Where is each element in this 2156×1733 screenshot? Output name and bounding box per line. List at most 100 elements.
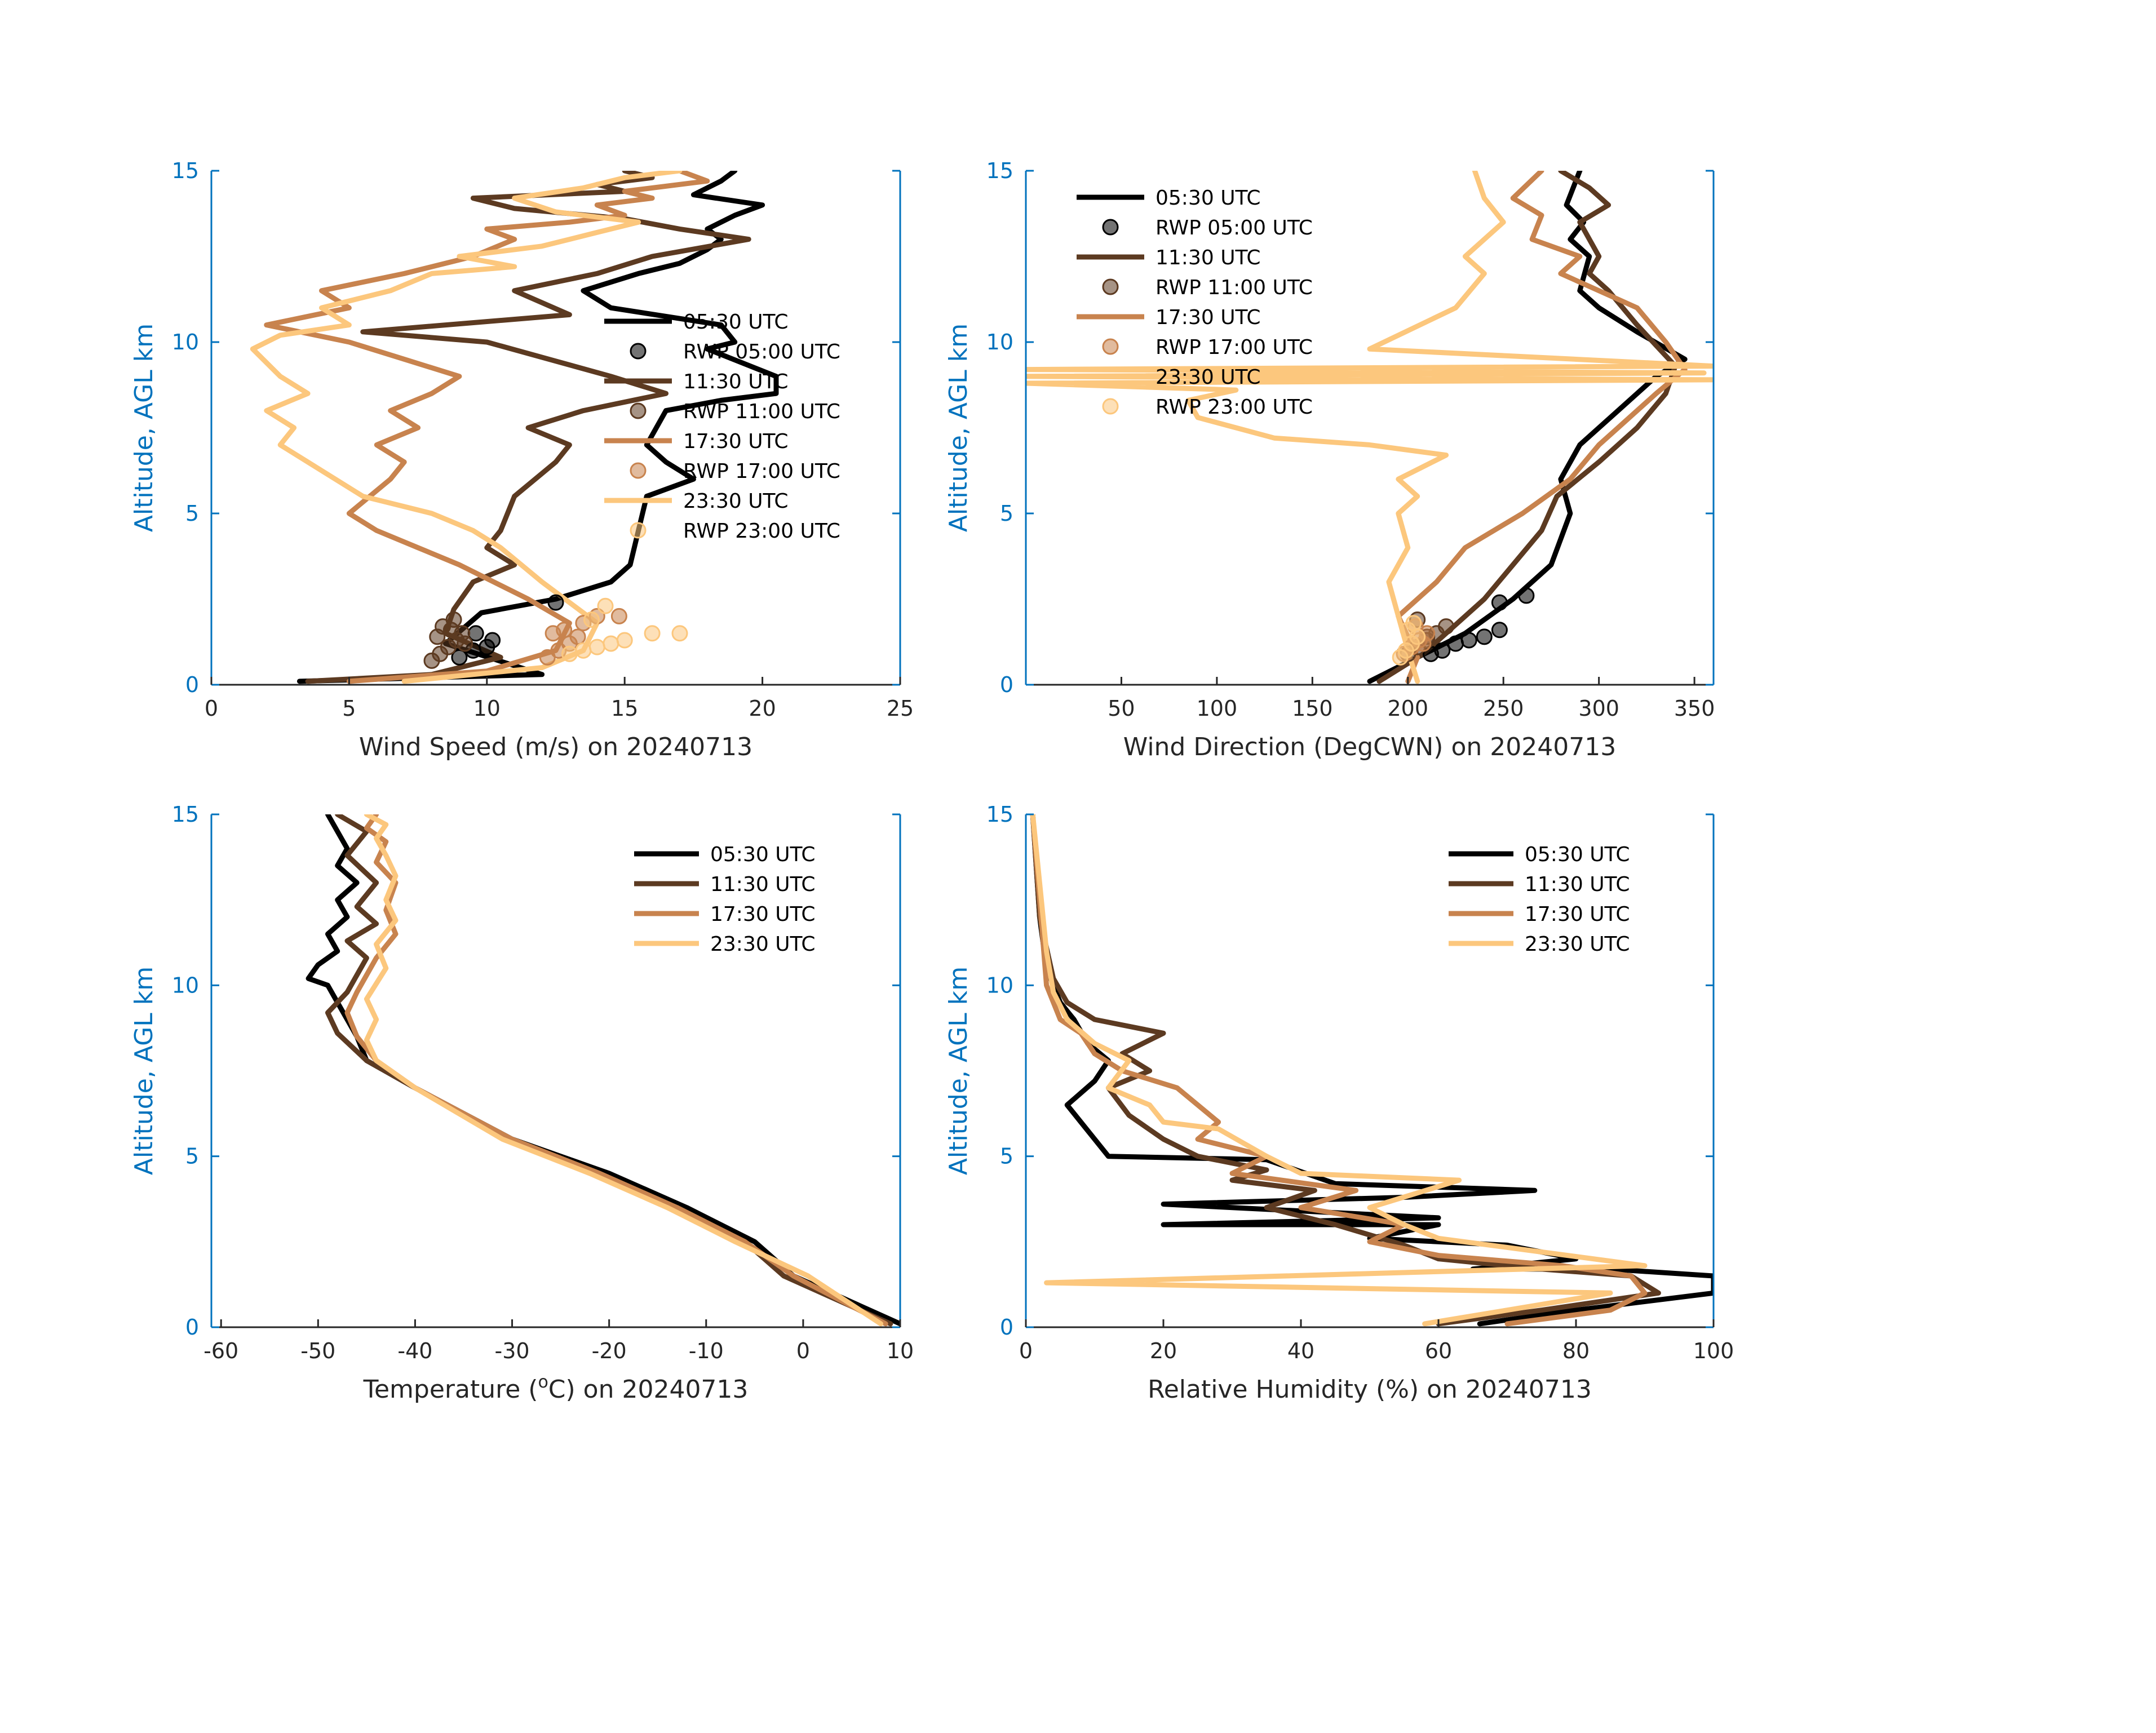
wdir-legend-marker [1102, 278, 1119, 295]
wdir-rwp-2300-point [1405, 615, 1422, 632]
wspd-legend-label: 11:30 UTC [683, 370, 789, 393]
temp-x-tick-label: 10 [887, 1338, 914, 1363]
wspd-rwp-1700-point [610, 608, 627, 624]
wdir-x-tick-label: 200 [1388, 696, 1429, 721]
wspd-rwp-2300-point [616, 632, 633, 649]
wdir-plot-area [1026, 171, 1714, 684]
wdir-legend-marker [1102, 219, 1119, 236]
wspd-rwp-2300-point [561, 645, 578, 662]
wdir-rwp-0500-point [1491, 594, 1508, 611]
temp-legend-label: 11:30 UTC [710, 873, 816, 896]
temp-y-tick-label: 5 [185, 1144, 199, 1169]
wspd-x-tick-label: 15 [611, 696, 638, 721]
wdir-rwp-1100-point [1438, 618, 1455, 635]
wspd-y-tick-label: 5 [185, 501, 199, 526]
rh-y-tick-label: 15 [986, 802, 1013, 827]
wspd-legend-marker [630, 462, 647, 479]
wdir-legend-label: 11:30 UTC [1156, 246, 1261, 269]
wdir-rwp-0500-point [1491, 622, 1508, 639]
wspd-legend-label: 23:30 UTC [683, 490, 789, 513]
wspd-x-tick-label: 20 [749, 696, 776, 721]
wspd-rwp-2300-point [671, 625, 688, 642]
wdir-rwp-0500-point [1460, 632, 1477, 649]
temp-x-tick-label: -50 [300, 1338, 335, 1363]
rh-x-axis-title: Relative Humidity (%) on 20240713 [1148, 1375, 1592, 1404]
wdir-legend-label: RWP 05:00 UTC [1156, 216, 1313, 240]
rh-y-tick-label: 5 [1000, 1144, 1013, 1169]
wspd-legend-marker [630, 343, 647, 360]
wdir-y-tick-label: 10 [986, 330, 1013, 354]
wdir-x-tick-label: 100 [1197, 696, 1238, 721]
temp-legend-label: 17:30 UTC [710, 903, 816, 926]
wdir-y-axis-title: Altitude, AGL km [944, 323, 973, 532]
rh-x-tick-label: 40 [1287, 1338, 1314, 1363]
rh-x-tick-label: 0 [1019, 1338, 1033, 1363]
wdir-legend-label: 23:30 UTC [1156, 366, 1261, 389]
wspd-legend-label: RWP 11:00 UTC [683, 400, 840, 423]
wdir-x-tick-label: 300 [1578, 696, 1619, 721]
wdir-y-tick-label: 0 [1000, 672, 1013, 697]
wspd-legend-label: RWP 23:00 UTC [683, 520, 840, 543]
wdir-rwp-0500-point [1434, 642, 1451, 659]
temp-series-1730-line [344, 814, 888, 1327]
wspd-series-1130-line [305, 171, 751, 684]
wdir-y-tick-label: 15 [986, 158, 1013, 183]
wspd-x-axis-title: Wind Speed (m/s) on 20240713 [359, 733, 752, 761]
wspd-rwp-0500-point [547, 594, 564, 611]
wspd-series-2330-line [250, 171, 683, 684]
panel-temperature: 0 5 10 15 -60 -50 -40 -30 -20 -10 0 10 Altitude, AGL… [130, 802, 914, 1404]
rh-x-tick-label: 100 [1693, 1338, 1734, 1363]
temp-legend-label: 23:30 UTC [710, 933, 816, 956]
wdir-series-1130-line [1376, 171, 1678, 684]
wdir-y-tick-label: 5 [1000, 501, 1013, 526]
wdir-legend: 05:30 UTC RWP 05:00 UTC 11:30 UTC RWP 11:00… [1077, 187, 1313, 419]
panel-wind-speed: 0 5 10 15 0 5 10 15 20 25 Altitude, AGL km Wind Spe… [130, 158, 914, 761]
wdir-rwp-0500-point [1447, 635, 1464, 652]
rh-y-tick-label: 0 [1000, 1315, 1013, 1340]
wspd-plot-area [250, 171, 779, 684]
wdir-x-axis-title: Wind Direction (DegCWN) on 20240713 [1123, 733, 1616, 761]
wspd-y-tick-label: 15 [172, 158, 199, 183]
wspd-series-1730-line [264, 171, 710, 684]
panel-wind-direction: 0 5 10 15 50 100 150 200 250 300 350 Altitude, AGL … [944, 158, 1715, 761]
wspd-y-tick-label: 10 [172, 330, 199, 354]
wspd-legend-marker [630, 402, 647, 419]
temp-x-tick-label: 0 [796, 1338, 810, 1363]
rh-legend-label: 17:30 UTC [1525, 903, 1630, 926]
rh-x-tick-label: 80 [1562, 1338, 1590, 1363]
wspd-rwp-1100-point [442, 622, 459, 639]
temp-y-tick-label: 0 [185, 1315, 199, 1340]
rh-x-tick-label: 20 [1150, 1338, 1177, 1363]
wspd-x-tick-label: 0 [205, 696, 218, 721]
wdir-x-tick-label: 50 [1108, 696, 1135, 721]
wspd-legend-label: RWP 17:00 UTC [683, 460, 840, 483]
wspd-rwp-1100-point [429, 628, 446, 645]
wspd-rwp-2300-point [597, 597, 614, 614]
wspd-legend-label: RWP 05:00 UTC [683, 340, 840, 364]
wdir-legend-label: RWP 23:00 UTC [1156, 396, 1313, 419]
rh-series-1730-line [1030, 814, 1648, 1327]
wspd-x-tick-label: 5 [342, 696, 356, 721]
wdir-rwp-0500-point [1476, 628, 1493, 645]
wspd-rwp-2300-point [603, 635, 619, 652]
temp-y-axis-title: Altitude, AGL km [130, 967, 158, 1175]
wspd-rwp-2300-point [588, 639, 605, 655]
wdir-series-2330-line [1026, 171, 1714, 684]
wspd-rwp-0500-point [451, 649, 468, 666]
temp-series-0530-line [306, 814, 900, 1327]
wspd-legend-label: 05:30 UTC [683, 311, 789, 334]
temp-x-axis-title: Temperature (oC) on 20240713 [363, 1372, 749, 1404]
wdir-rwp-0500-point [1518, 587, 1535, 604]
wspd-series-0530-line [296, 171, 779, 684]
wspd-x-tick-label: 25 [887, 696, 914, 721]
wspd-rwp-2300-point [575, 642, 592, 659]
temp-x-tick-label: -40 [397, 1338, 432, 1363]
temp-legend: 05:30 UTC 11:30 UTC 17:30 UTC 23:30 UTC [634, 843, 816, 956]
wspd-rwp-2300-point [644, 625, 661, 642]
wdir-legend-marker [1102, 338, 1119, 355]
temp-y-tick-label: 10 [172, 973, 199, 998]
wspd-y-tick-label: 0 [185, 672, 199, 697]
wdir-x-tick-label: 150 [1292, 696, 1333, 721]
